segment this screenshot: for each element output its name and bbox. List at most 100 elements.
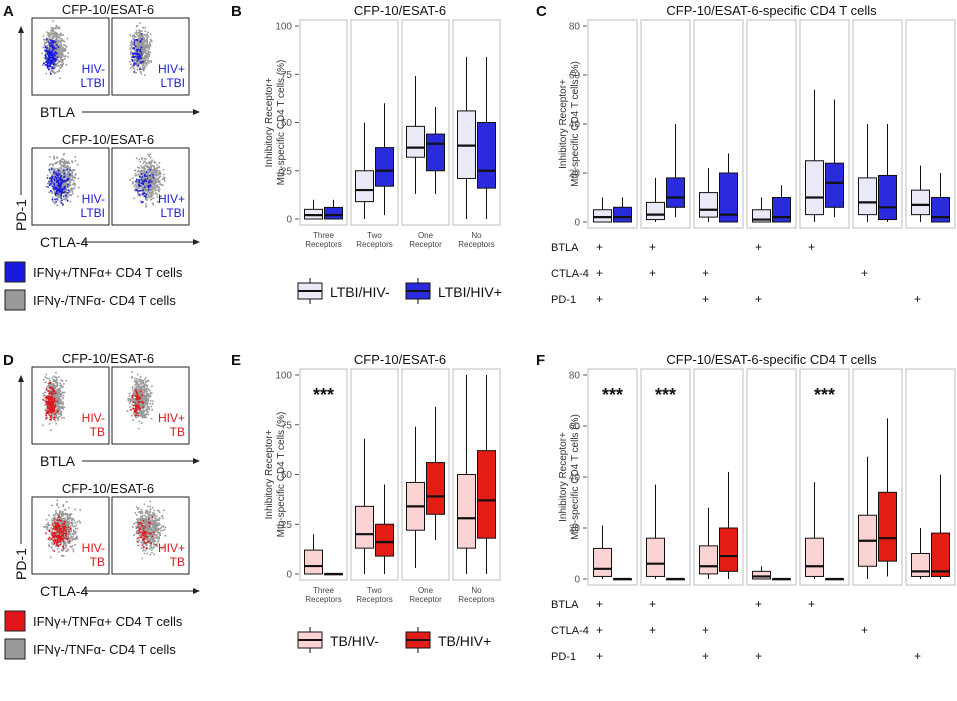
x-marker-label: CTLA-4 bbox=[40, 583, 88, 599]
box-LTBI/HIV- bbox=[858, 124, 877, 222]
matrix-plus: + bbox=[596, 597, 603, 611]
matrix-plus: + bbox=[755, 597, 762, 611]
box-LTBI/HIV- bbox=[304, 199, 323, 220]
box-LTBI/HIV+ bbox=[878, 124, 897, 222]
legend-swatch bbox=[4, 261, 26, 283]
matrix-plus: + bbox=[702, 292, 709, 306]
box-LTBI/HIV+ bbox=[375, 103, 394, 216]
negative-cells bbox=[132, 500, 167, 560]
legend-swatch bbox=[4, 610, 26, 632]
category-label: Receptor bbox=[409, 240, 442, 249]
box-body bbox=[477, 122, 496, 189]
category-label: Two bbox=[367, 231, 382, 240]
y-tick-label: 25 bbox=[281, 520, 293, 531]
matrix-plus: + bbox=[596, 292, 603, 306]
group-label: HIV- bbox=[82, 541, 105, 555]
box-body bbox=[426, 133, 445, 172]
significance-label: *** bbox=[655, 385, 676, 405]
chart-B: B CFP-10/ESAT-6 Inhibitory Receptor+Mtb-sp… bbox=[231, 3, 502, 304]
x-marker-label: BTLA bbox=[40, 453, 76, 469]
positive-cells bbox=[136, 516, 157, 549]
box-body bbox=[355, 170, 374, 203]
category-label: One bbox=[418, 231, 434, 240]
positive-cells bbox=[130, 389, 144, 417]
box-body bbox=[375, 147, 394, 187]
box-body bbox=[911, 189, 930, 216]
legend-key bbox=[297, 627, 323, 653]
y-tick-label: 75 bbox=[281, 70, 293, 81]
y-tick-label: 0 bbox=[286, 215, 292, 226]
y-tick-label: 0 bbox=[574, 575, 580, 586]
panel-letter: A bbox=[3, 3, 14, 20]
positive-cells bbox=[135, 169, 155, 204]
positive-cells bbox=[45, 515, 72, 552]
box-TB/HIV+ bbox=[613, 577, 632, 581]
legend-swatch bbox=[4, 289, 26, 311]
box-LTBI/HIV+ bbox=[666, 124, 685, 218]
box-body bbox=[457, 474, 476, 549]
group-label: HIV- bbox=[82, 62, 105, 76]
facet: *** + + + bbox=[587, 368, 638, 663]
matrix-plus: + bbox=[649, 623, 656, 637]
matrix-plus: + bbox=[914, 292, 921, 306]
box-body bbox=[752, 570, 771, 580]
group-label: LTBI bbox=[81, 206, 105, 220]
panel-letter: E bbox=[231, 352, 241, 369]
y-tick-label: 40 bbox=[569, 120, 581, 131]
box-LTBI/HIV+ bbox=[719, 153, 738, 223]
panel-letter: C bbox=[536, 3, 547, 20]
box-TB/HIV+ bbox=[375, 484, 394, 574]
category-label: Receptors bbox=[305, 595, 341, 604]
box-LTBI/HIV- bbox=[406, 76, 425, 194]
y-tick-label: 100 bbox=[275, 371, 292, 382]
facet: ++ bbox=[746, 19, 797, 306]
y-axis-label-line: Mtb-specific CD4 T cells (%) bbox=[570, 414, 581, 540]
y-axis-label-line: Inhibitory Receptor+ bbox=[558, 432, 569, 522]
y-tick-label: 50 bbox=[281, 118, 293, 129]
legend-key bbox=[297, 278, 323, 304]
box-body bbox=[324, 206, 343, 220]
category-label: Two bbox=[367, 586, 382, 595]
y-tick-label: 25 bbox=[281, 166, 293, 177]
facet-panel bbox=[746, 368, 797, 586]
dot-plot-frame bbox=[111, 366, 190, 445]
y-tick-label: 80 bbox=[569, 371, 581, 382]
group-label: HIV+ bbox=[158, 411, 185, 425]
box-body bbox=[477, 450, 496, 539]
matrix-plus: + bbox=[649, 266, 656, 280]
significance-label: *** bbox=[602, 385, 623, 405]
positive-cells bbox=[42, 382, 59, 421]
gate-title: CFP-10/ESAT-6 bbox=[62, 351, 154, 366]
box-body bbox=[304, 549, 323, 575]
gate-title: CFP-10/ESAT-6 bbox=[62, 132, 154, 147]
box-LTBI/HIV+ bbox=[931, 173, 950, 223]
box-TB/HIV+ bbox=[772, 577, 791, 581]
box-body bbox=[858, 177, 877, 216]
category-label: Receptors bbox=[356, 595, 392, 604]
matrix-plus: + bbox=[808, 240, 815, 254]
chart-C: C CFP-10/ESAT-6-specific CD4 T cells Inhib… bbox=[536, 3, 956, 306]
box-body bbox=[613, 206, 632, 223]
box-TB/HIV+ bbox=[477, 375, 496, 574]
y-axis-label-line: Inhibitory Receptor+ bbox=[558, 79, 569, 169]
box-LTBI/HIV- bbox=[457, 56, 476, 219]
box-body bbox=[878, 174, 897, 221]
box-LTBI/HIV+ bbox=[613, 197, 632, 223]
dot-plot: HIV+LTBI bbox=[111, 147, 190, 226]
box-TB/HIV+ bbox=[719, 471, 738, 579]
group-label: HIV- bbox=[82, 192, 105, 206]
y-tick-label: 0 bbox=[574, 218, 580, 229]
matrix-plus: + bbox=[649, 597, 656, 611]
y-axis-label: Inhibitory Receptor+Mtb-specific CD4 T c… bbox=[264, 412, 287, 538]
y-axis-label-line: Mtb-specific CD4 T cells (%) bbox=[570, 61, 581, 187]
box-TB/HIV+ bbox=[666, 577, 685, 581]
box-TB/HIV- bbox=[304, 534, 323, 575]
chart-title: CFP-10/ESAT-6-specific CD4 T cells bbox=[666, 352, 877, 367]
gate-title: CFP-10/ESAT-6 bbox=[62, 481, 154, 496]
matrix-plus: + bbox=[596, 266, 603, 280]
box-body bbox=[355, 505, 374, 549]
